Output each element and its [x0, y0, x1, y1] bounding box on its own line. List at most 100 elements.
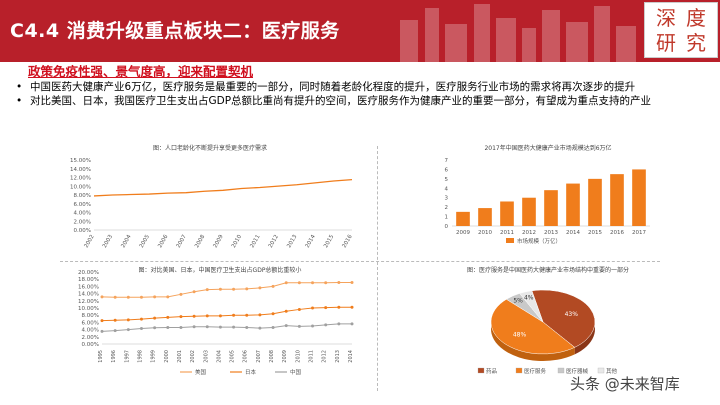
y-tick-label: 6	[445, 167, 449, 173]
chart-aging-line: 图：人口老龄化不断提升享受更多医疗需求 0.00% 2.00% 4.00% 6.00% 8…	[70, 144, 354, 250]
data-point	[205, 288, 209, 292]
y-tick-label: 18.00%	[78, 277, 99, 283]
data-point	[192, 290, 196, 294]
data-point	[100, 295, 104, 299]
x-tick-label: 2016	[342, 234, 354, 250]
data-point	[205, 325, 209, 329]
data-point	[311, 324, 315, 328]
series-line	[101, 306, 352, 322]
data-point	[126, 328, 130, 332]
data-point	[100, 319, 104, 323]
x-tick-label: 2012	[522, 230, 536, 236]
x-tick-label: 2008	[194, 234, 206, 250]
data-point	[192, 314, 196, 318]
data-point	[297, 281, 301, 285]
data-point	[271, 284, 275, 288]
x-tick-label: 2012	[322, 350, 328, 363]
chart-market-structure-pie: 图：医疗服务是中国医药大健康产业市场结构中重要的一部分 43% 48% 5% 4% 药品 医…	[467, 266, 629, 375]
bar	[544, 190, 558, 226]
data-point	[100, 329, 104, 333]
bar	[478, 208, 492, 226]
x-tick-label: 2011	[309, 350, 315, 363]
bullet-item: 中国医药大健康产业6万亿，医疗服务是最重要的一部分，同时随着老龄化程度的提升，医…	[14, 80, 704, 94]
bar	[610, 174, 624, 226]
data-point	[284, 324, 288, 328]
data-point	[218, 325, 222, 329]
y-tick-label: 14.00%	[78, 292, 99, 298]
y-tick-label: 6.00%	[82, 320, 99, 326]
y-tick-label: 4	[445, 186, 449, 192]
legend-swatch	[597, 367, 605, 374]
pie-data-label: 4%	[524, 294, 534, 301]
y-tick-label: 0	[445, 224, 449, 230]
data-point	[258, 313, 262, 317]
data-point	[218, 314, 222, 318]
y-tick-label: 0.00%	[82, 342, 99, 348]
data-point	[350, 280, 354, 284]
x-tick-label: 2012	[268, 234, 280, 249]
x-tick-label: 2005	[230, 350, 236, 363]
x-tick-label: 2000	[164, 350, 170, 363]
vertical-divider	[377, 146, 378, 391]
legend-label: 其他	[606, 367, 618, 375]
x-tick-label: 2013	[544, 230, 558, 236]
logo-char: 度	[686, 5, 706, 30]
x-tick-label: 2006	[243, 350, 249, 363]
bar	[456, 211, 470, 226]
x-tick-label: 2016	[610, 230, 624, 236]
legend-label: 中国	[290, 368, 302, 376]
pie-data-label: 48%	[513, 332, 527, 339]
x-tick-label: 2014	[305, 234, 317, 250]
data-point	[350, 322, 354, 326]
pie-slice	[531, 289, 596, 348]
y-tick-label: 3	[445, 196, 449, 202]
x-tick-label: 2010	[478, 230, 492, 236]
data-point	[179, 292, 183, 296]
legend-swatch	[506, 238, 514, 243]
y-tick-label: 1	[445, 215, 449, 221]
data-point	[258, 286, 262, 290]
data-point	[337, 280, 341, 284]
data-point	[297, 324, 301, 328]
data-point	[113, 329, 117, 333]
x-tick-label: 2015	[588, 230, 602, 236]
bar	[500, 201, 514, 226]
series-line	[101, 323, 352, 332]
y-tick-label: 12.00%	[78, 299, 99, 305]
data-point	[153, 316, 157, 320]
x-tick-label: 2004	[216, 350, 222, 363]
data-point	[113, 318, 117, 322]
logo-char: 研	[656, 30, 676, 55]
y-tick-label: 8.00%	[74, 193, 91, 199]
city-skyline-background	[400, 4, 636, 62]
data-point	[139, 327, 143, 331]
data-point	[337, 305, 341, 309]
chart-health-spending-line: 图：对比美国、日本，中国医疗卫生支出占GDP总额比重较小 0.00%2.00%4.…	[78, 266, 354, 376]
y-tick-label: 10.00%	[70, 184, 91, 190]
x-tick-label: 2003	[102, 234, 114, 250]
x-tick-label: 1998	[137, 350, 143, 363]
x-tick-label: 1997	[124, 350, 130, 363]
y-tick-label: 16.00%	[78, 284, 99, 290]
data-point	[166, 325, 170, 329]
legend-swatch	[557, 367, 565, 374]
x-tick-label: 2017	[632, 230, 646, 236]
y-tick-label: 14.00%	[70, 167, 91, 173]
data-point	[284, 281, 288, 285]
data-point	[245, 325, 249, 329]
data-point	[139, 317, 143, 321]
legend-label: 市场规模（万亿）	[517, 237, 561, 245]
bullet-item: 对比美国、日本，我国医疗卫生支出占GDP总额比重尚有提升的空间，医疗服务作为健康…	[14, 94, 704, 108]
bar	[566, 183, 580, 226]
x-tick-label: 2008	[269, 350, 275, 363]
data-point	[179, 315, 183, 319]
data-point	[218, 287, 222, 291]
data-point	[179, 325, 183, 329]
y-tick-label: 2	[445, 205, 449, 211]
data-point	[166, 315, 170, 319]
x-tick-label: 1999	[151, 350, 157, 363]
y-tick-label: 2.00%	[82, 335, 99, 341]
chart-market-bar: 2017年中国医药大健康产业市场规模达到6万亿 0 1 2 3 4 5 6 7 2009 2010 2…	[445, 144, 650, 245]
data-point	[153, 326, 157, 330]
x-tick-label: 2009	[213, 234, 225, 250]
